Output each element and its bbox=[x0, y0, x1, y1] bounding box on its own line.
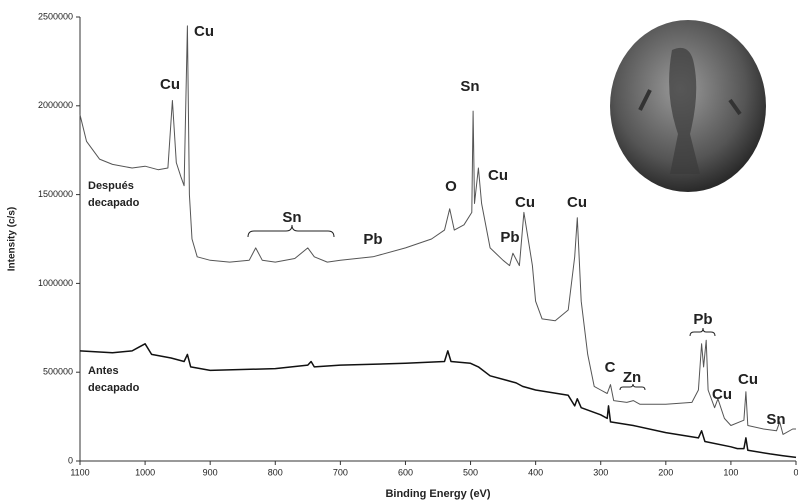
peak-label: Cu bbox=[194, 23, 214, 40]
y-tick-label: 0 bbox=[68, 455, 73, 465]
y-tick-label: 500000 bbox=[43, 367, 73, 377]
peak-label: C bbox=[605, 359, 616, 376]
peak-label: Sn bbox=[282, 209, 301, 226]
x-axis-label: Binding Energy (eV) bbox=[385, 488, 490, 500]
bracket bbox=[690, 328, 715, 336]
peak-label: Sn bbox=[766, 411, 785, 428]
peak-label: O bbox=[445, 178, 457, 195]
peak-label: Cu bbox=[488, 167, 508, 184]
y-tick-label: 1500000 bbox=[38, 189, 73, 199]
series-label: Después decapado bbox=[88, 178, 168, 212]
x-tick-label: 0 bbox=[793, 467, 798, 477]
x-tick-label: 200 bbox=[658, 467, 673, 477]
series-line bbox=[80, 344, 796, 458]
peak-label: Cu bbox=[160, 76, 180, 93]
x-tick-label: 800 bbox=[268, 467, 283, 477]
series-label: Antes decapado bbox=[88, 363, 168, 397]
bracket bbox=[248, 225, 334, 237]
x-tick-label: 300 bbox=[593, 467, 608, 477]
peak-label: Cu bbox=[515, 194, 535, 211]
x-tick-label: 100 bbox=[723, 467, 738, 477]
peak-label: Pb bbox=[693, 311, 712, 328]
y-tick-label: 2000000 bbox=[38, 100, 73, 110]
x-tick-label: 700 bbox=[333, 467, 348, 477]
x-tick-label: 1000 bbox=[135, 467, 155, 477]
peak-label: Pb bbox=[363, 231, 382, 248]
coin-photo bbox=[610, 20, 766, 192]
peak-label: Pb bbox=[500, 229, 519, 246]
x-tick-label: 1100 bbox=[70, 467, 89, 477]
y-tick-label: 2500000 bbox=[38, 11, 73, 21]
x-tick-label: 400 bbox=[528, 467, 543, 477]
chart: Intensity (c/s) Binding Energy (eV) 0 500… bbox=[0, 0, 798, 501]
x-tick-label: 600 bbox=[398, 467, 413, 477]
peak-label: Cu bbox=[712, 386, 732, 403]
x-tick-label: 500 bbox=[463, 467, 478, 477]
peak-label: Zn bbox=[623, 369, 641, 386]
peak-label: Cu bbox=[738, 371, 758, 388]
peak-label: Sn bbox=[460, 78, 479, 95]
page: Intensity (c/s) Binding Energy (eV) 0 500… bbox=[0, 0, 798, 501]
peak-label: Cu bbox=[567, 194, 587, 211]
x-tick-label: 900 bbox=[203, 467, 218, 477]
y-tick-label: 1000000 bbox=[38, 278, 73, 288]
y-axis-label: Intensity (c/s) bbox=[7, 207, 18, 271]
